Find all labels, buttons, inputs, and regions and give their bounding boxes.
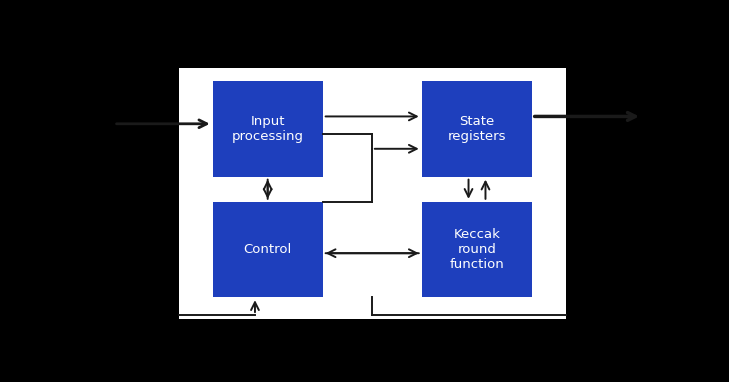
Text: Input
processing: Input processing [232,115,304,143]
Text: State
registers: State registers [448,115,506,143]
Bar [179,68,566,319]
Bar [213,81,323,177]
Bar [213,202,323,297]
Text: Keccak
round
function: Keccak round function [449,228,504,271]
Text: Control: Control [243,243,292,256]
Bar [421,81,532,177]
Bar [421,202,532,297]
